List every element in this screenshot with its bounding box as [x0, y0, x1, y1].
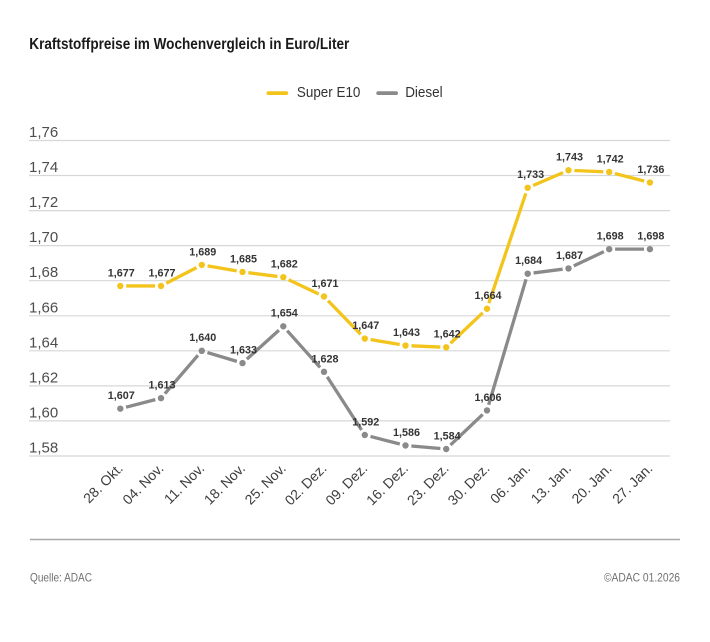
svg-text:1,685: 1,685 — [230, 253, 257, 265]
svg-text:1,72: 1,72 — [29, 194, 58, 211]
svg-text:1,643: 1,643 — [393, 327, 420, 339]
svg-text:©ADAC 01.2026: ©ADAC 01.2026 — [604, 571, 680, 585]
svg-text:1,68: 1,68 — [29, 264, 58, 281]
svg-text:1,689: 1,689 — [189, 246, 216, 258]
svg-text:1,684: 1,684 — [515, 255, 542, 267]
svg-text:1,606: 1,606 — [474, 392, 501, 404]
svg-text:1,671: 1,671 — [311, 278, 338, 290]
svg-text:Kraftstoffpreise im Wochenverg: Kraftstoffpreise im Wochenvergleich in E… — [29, 36, 349, 53]
svg-text:1,60: 1,60 — [29, 404, 58, 421]
svg-text:1,736: 1,736 — [637, 164, 664, 176]
svg-text:1,628: 1,628 — [311, 353, 338, 365]
svg-text:1,677: 1,677 — [108, 267, 135, 279]
svg-text:Super E10: Super E10 — [297, 84, 361, 101]
svg-text:1,742: 1,742 — [597, 153, 624, 165]
svg-text:1,654: 1,654 — [271, 308, 298, 320]
svg-text:1,586: 1,586 — [393, 427, 420, 439]
svg-text:1,698: 1,698 — [597, 231, 624, 243]
svg-text:1,664: 1,664 — [474, 290, 501, 302]
svg-text:1,682: 1,682 — [271, 259, 298, 271]
svg-text:1,687: 1,687 — [556, 250, 583, 262]
svg-text:1,66: 1,66 — [29, 299, 58, 316]
svg-text:1,74: 1,74 — [29, 159, 58, 176]
svg-text:1,642: 1,642 — [434, 329, 461, 341]
svg-text:1,677: 1,677 — [148, 267, 175, 279]
svg-text:1,592: 1,592 — [352, 416, 379, 428]
svg-text:Diesel: Diesel — [405, 84, 443, 101]
svg-text:1,613: 1,613 — [148, 380, 175, 392]
svg-text:1,64: 1,64 — [29, 334, 58, 351]
svg-text:1,698: 1,698 — [637, 231, 664, 243]
svg-text:1,733: 1,733 — [517, 169, 544, 181]
svg-text:1,607: 1,607 — [108, 390, 135, 402]
svg-text:Quelle: ADAC: Quelle: ADAC — [30, 571, 92, 585]
svg-text:1,640: 1,640 — [189, 332, 216, 344]
svg-text:1,62: 1,62 — [29, 369, 58, 386]
svg-text:1,743: 1,743 — [556, 152, 583, 164]
svg-text:1,633: 1,633 — [230, 345, 257, 357]
svg-text:1,58: 1,58 — [29, 440, 58, 457]
svg-text:1,70: 1,70 — [29, 229, 58, 246]
svg-text:1,76: 1,76 — [29, 124, 58, 141]
svg-text:1,647: 1,647 — [352, 320, 379, 332]
svg-text:1,584: 1,584 — [434, 430, 461, 442]
